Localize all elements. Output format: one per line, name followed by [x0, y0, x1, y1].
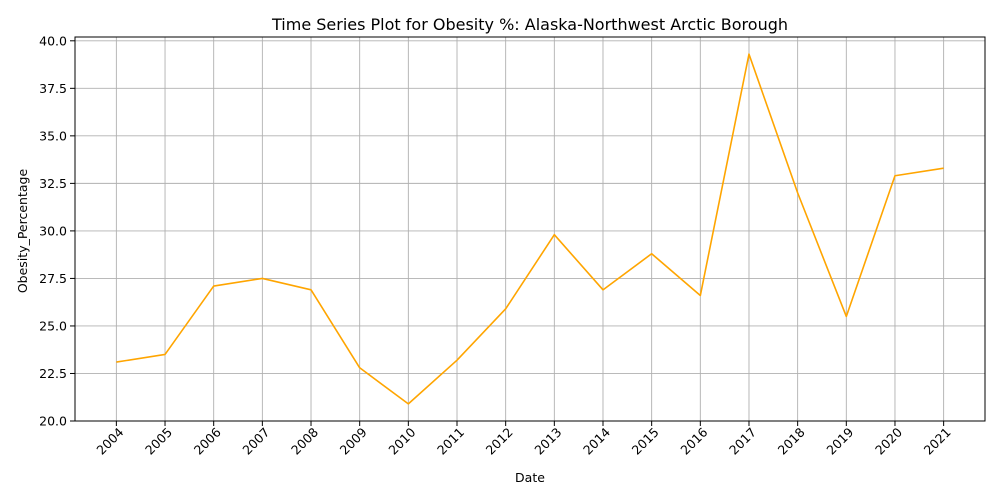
- series-layer: [116, 53, 944, 405]
- plot-frame: [74, 36, 986, 422]
- x-tick-label: 2004: [93, 424, 126, 457]
- x-tick-label: 2016: [677, 424, 710, 457]
- y-tick-label: 22.5: [39, 366, 67, 381]
- x-tick-label: 2007: [239, 425, 272, 458]
- y-tick-label: 35.0: [39, 128, 67, 143]
- x-tick-label: 2011: [434, 425, 467, 458]
- chart-title: Time Series Plot for Obesity %: Alaska-N…: [271, 15, 788, 34]
- x-tick-label: 2009: [337, 424, 370, 457]
- x-tick-label: 2012: [483, 425, 516, 458]
- y-tick-label: 32.5: [39, 176, 67, 191]
- x-tick-label: 2019: [823, 424, 856, 457]
- y-tick-label: 30.0: [39, 223, 67, 238]
- grid-lines: [75, 37, 985, 422]
- x-tick-label: 2010: [385, 424, 418, 457]
- x-tick-label: 2005: [142, 425, 175, 458]
- x-tick-label: 2017: [726, 425, 759, 458]
- y-axis-label: Obesity_Percentage: [15, 169, 30, 294]
- x-tick-label: 2014: [580, 424, 613, 457]
- x-tick-label: 2008: [288, 424, 321, 457]
- y-tick-label: 27.5: [39, 271, 67, 286]
- axis-ticks: 2004 2005 2006 2007 2008 2009 2010 2011 2012 2013…: [39, 33, 954, 457]
- x-axis-label: Date: [515, 470, 545, 485]
- x-tick-label: 2021: [921, 425, 954, 458]
- x-tick-label: 2018: [775, 424, 808, 457]
- y-tick-label: 40.0: [39, 33, 67, 48]
- x-tick-label: 2015: [629, 425, 662, 458]
- series-line: [116, 53, 944, 405]
- y-tick-label: 25.0: [39, 318, 67, 333]
- y-tick-label: 37.5: [39, 81, 67, 96]
- x-tick-label: 2013: [531, 425, 564, 458]
- x-tick-label: 2020: [872, 424, 905, 457]
- y-tick-label: 20.0: [39, 414, 67, 429]
- x-tick-label: 2006: [191, 424, 224, 457]
